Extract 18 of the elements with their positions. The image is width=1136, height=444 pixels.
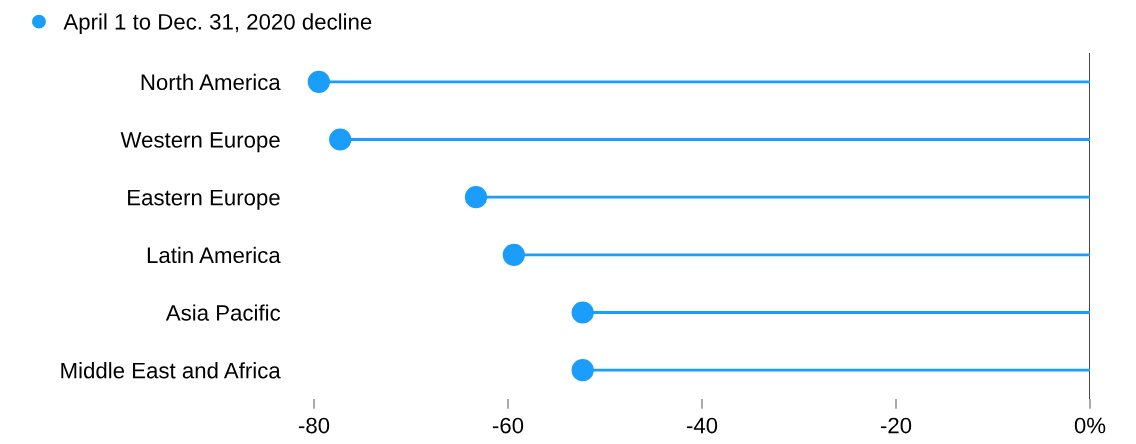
point — [571, 301, 594, 324]
x-tick-label: -40 — [686, 417, 718, 434]
y-tick-label: Eastern Europe — [128, 189, 280, 210]
x-tick-label: -20 — [880, 417, 912, 434]
point — [329, 128, 352, 151]
y-tick-label: Latin America — [147, 246, 281, 264]
legend-label: April 1 to Dec. 31, 2020 decline — [63, 13, 372, 35]
point — [502, 243, 525, 266]
point — [464, 186, 488, 209]
x-tick-label: 0% — [1074, 417, 1106, 434]
point — [571, 359, 594, 382]
x-tick-label: -60 — [492, 417, 524, 434]
y-tick-label: Asia Pacific — [165, 304, 281, 321]
y-tick-label: North America — [141, 73, 281, 91]
x-tick-label: -80 — [298, 417, 330, 434]
point — [307, 70, 330, 93]
y-tick-label: Western Europe — [120, 132, 280, 153]
y-tick-label: Middle East and Africa — [61, 362, 281, 379]
